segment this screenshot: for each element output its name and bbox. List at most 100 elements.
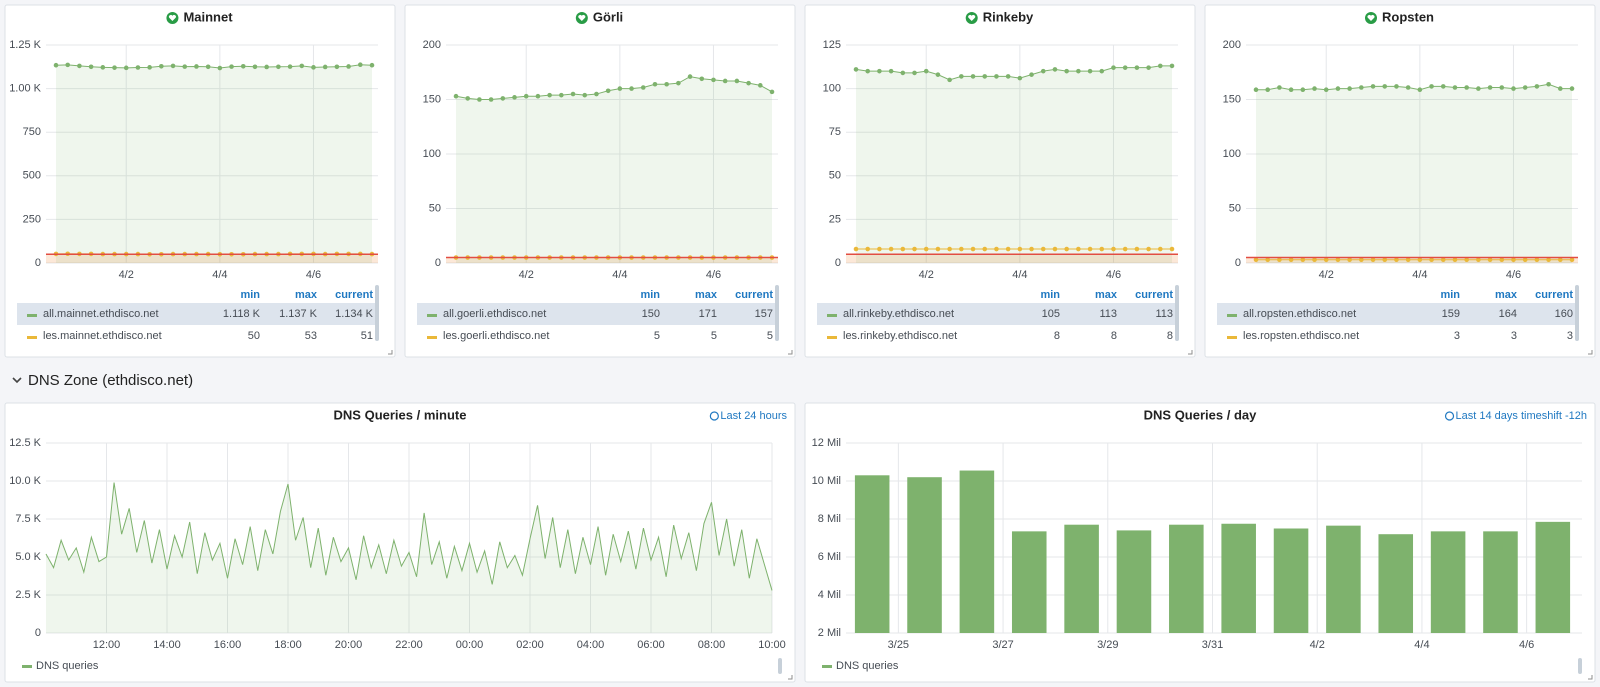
point bbox=[877, 247, 882, 252]
legend-stat: 113 bbox=[1155, 308, 1173, 320]
point bbox=[723, 79, 728, 84]
point bbox=[1135, 65, 1140, 70]
legend-stat: 1.134 K bbox=[335, 308, 374, 320]
point bbox=[912, 71, 917, 76]
x-tick-label: 4/4 bbox=[1414, 639, 1429, 651]
time-range: Last 14 days timeshift -12h bbox=[1456, 410, 1587, 422]
point bbox=[1053, 247, 1058, 252]
legend-stat: 8 bbox=[1167, 330, 1173, 342]
legend-label[interactable]: les.mainnet.ethdisco.net bbox=[43, 330, 162, 342]
legend-scrollbar bbox=[778, 658, 782, 674]
legend-column-header: current bbox=[1135, 289, 1173, 301]
point bbox=[1099, 247, 1104, 252]
y-tick-label: 50 bbox=[829, 170, 841, 182]
bar bbox=[1221, 524, 1256, 633]
point bbox=[711, 78, 716, 83]
legend-swatch bbox=[427, 314, 437, 317]
point bbox=[688, 74, 693, 79]
y-tick-label: 150 bbox=[423, 93, 441, 105]
legend-stat: 51 bbox=[361, 330, 373, 342]
point bbox=[901, 247, 906, 252]
point bbox=[1146, 65, 1151, 70]
bar bbox=[1378, 534, 1413, 633]
panel-title[interactable]: Ropsten bbox=[1382, 9, 1434, 24]
bar bbox=[1431, 531, 1466, 633]
legend-swatch bbox=[427, 336, 437, 339]
point bbox=[147, 65, 152, 70]
legend-label[interactable]: les.rinkeby.ethdisco.net bbox=[843, 330, 957, 342]
y-tick-label: 4 Mil bbox=[818, 589, 841, 601]
x-tick-label: 4/6 bbox=[306, 269, 321, 281]
collapse-chevron[interactable] bbox=[13, 378, 21, 382]
legend-label[interactable]: all.rinkeby.ethdisco.net bbox=[843, 308, 954, 320]
point bbox=[653, 82, 658, 87]
point bbox=[1029, 72, 1034, 77]
section-title[interactable]: DNS Zone (ethdisco.net) bbox=[28, 372, 193, 389]
legend-stat: 3 bbox=[1567, 330, 1573, 342]
panel-title[interactable]: Mainnet bbox=[183, 9, 233, 24]
x-tick-label: 10:00 bbox=[758, 639, 786, 651]
point bbox=[465, 96, 470, 101]
y-tick-label: 2 Mil bbox=[818, 627, 841, 639]
bar bbox=[1064, 525, 1099, 633]
legend-column-header: current bbox=[735, 289, 773, 301]
legend-column-header: min bbox=[240, 289, 260, 301]
legend-stat: 5 bbox=[711, 330, 717, 342]
bar bbox=[907, 477, 942, 633]
point bbox=[664, 82, 669, 87]
point bbox=[524, 94, 529, 99]
panel-title[interactable]: Görli bbox=[593, 9, 623, 24]
point bbox=[77, 64, 82, 69]
point bbox=[264, 65, 269, 70]
x-tick-label: 18:00 bbox=[274, 639, 302, 651]
point bbox=[1123, 247, 1128, 252]
panel-title[interactable]: DNS Queries / minute bbox=[334, 407, 467, 422]
point bbox=[1053, 67, 1058, 72]
legend-label[interactable]: DNS queries bbox=[836, 660, 899, 672]
x-tick-label: 4/2 bbox=[919, 269, 934, 281]
legend-stat: 50 bbox=[248, 330, 260, 342]
legend-column-header: max bbox=[295, 289, 318, 301]
point bbox=[618, 86, 623, 91]
point bbox=[971, 247, 976, 252]
x-tick-label: 4/6 bbox=[1106, 269, 1121, 281]
point bbox=[229, 64, 234, 69]
legend-column-header: min bbox=[1440, 289, 1460, 301]
legend-label[interactable]: les.goerli.ethdisco.net bbox=[443, 330, 549, 342]
point bbox=[982, 247, 987, 252]
point bbox=[959, 247, 964, 252]
legend-label[interactable]: DNS queries bbox=[36, 660, 99, 672]
point bbox=[1499, 85, 1504, 90]
point bbox=[101, 65, 106, 70]
legend-label[interactable]: all.mainnet.ethdisco.net bbox=[43, 308, 159, 320]
legend-label[interactable]: all.ropsten.ethdisco.net bbox=[1243, 308, 1356, 320]
x-tick-label: 22:00 bbox=[395, 639, 423, 651]
point bbox=[1254, 87, 1259, 92]
legend-label[interactable]: all.goerli.ethdisco.net bbox=[443, 308, 546, 320]
point bbox=[877, 69, 882, 74]
legend-label[interactable]: les.ropsten.ethdisco.net bbox=[1243, 330, 1359, 342]
panel-title[interactable]: Rinkeby bbox=[983, 9, 1034, 24]
y-tick-label: 100 bbox=[423, 148, 441, 160]
x-tick-label: 00:00 bbox=[456, 639, 484, 651]
x-tick-label: 08:00 bbox=[698, 639, 726, 651]
legend-swatch bbox=[22, 665, 32, 668]
area-fill bbox=[856, 66, 1172, 263]
legend-scrollbar bbox=[375, 285, 379, 341]
x-tick-label: 4/2 bbox=[1319, 269, 1334, 281]
x-tick-label: 3/25 bbox=[888, 639, 909, 651]
bar bbox=[1326, 526, 1361, 633]
point bbox=[1041, 247, 1046, 252]
bar bbox=[960, 471, 995, 633]
x-tick-label: 12:00 bbox=[93, 639, 121, 651]
bar bbox=[855, 475, 890, 633]
y-tick-label: 6 Mil bbox=[818, 551, 841, 563]
panel-title[interactable]: DNS Queries / day bbox=[1144, 407, 1257, 422]
y-tick-label: 0 bbox=[1235, 257, 1241, 269]
point bbox=[370, 63, 375, 68]
x-tick-label: 4/6 bbox=[1519, 639, 1534, 651]
area-fill bbox=[56, 65, 372, 263]
x-tick-label: 4/4 bbox=[212, 269, 227, 281]
point bbox=[959, 74, 964, 79]
x-tick-label: 04:00 bbox=[577, 639, 605, 651]
